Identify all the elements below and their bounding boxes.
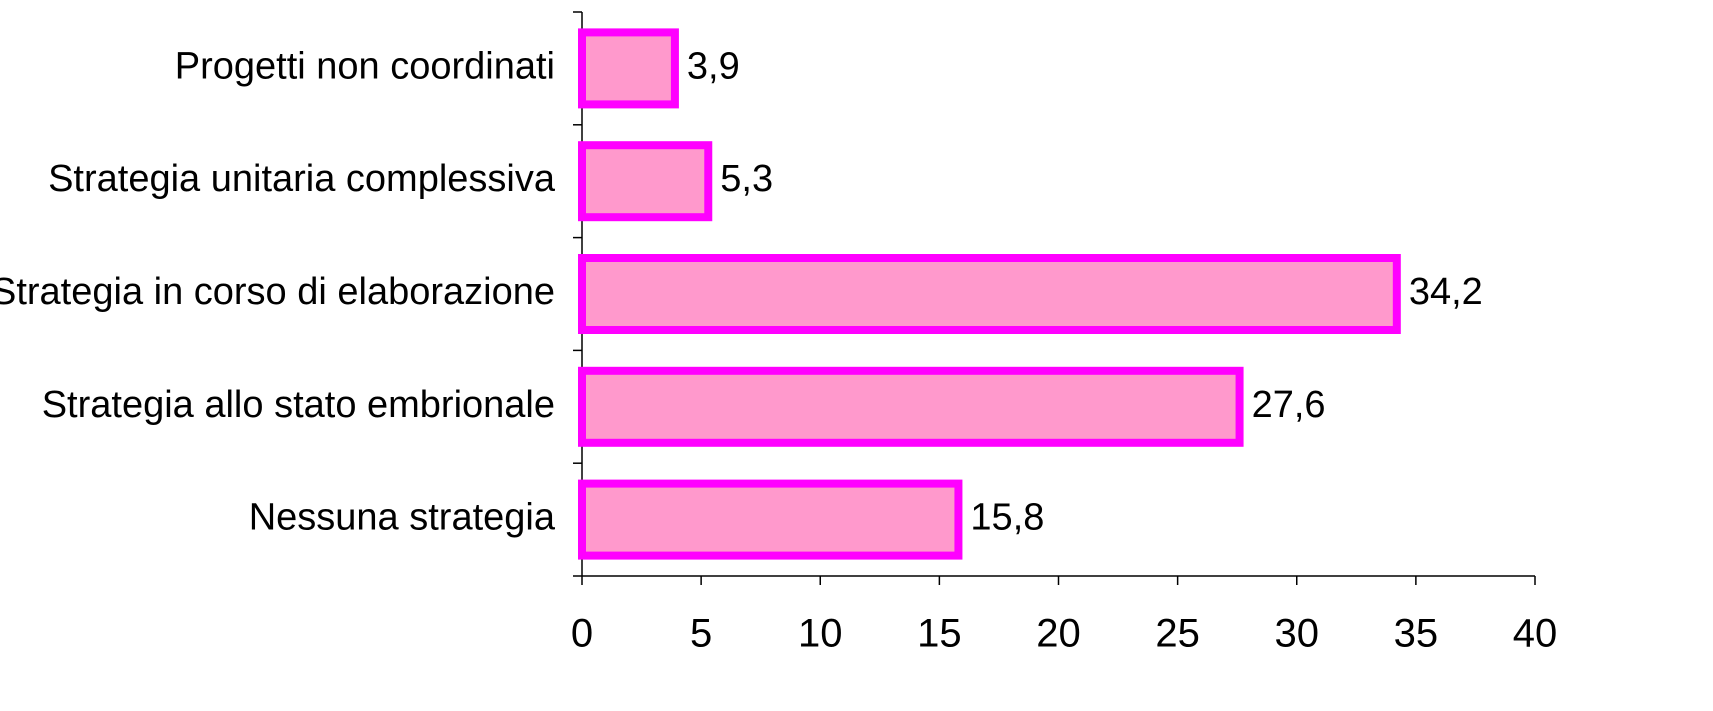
x-tick-label: 10 <box>798 612 843 656</box>
category-label: Strategia unitaria complessiva <box>48 158 556 200</box>
x-tick-label: 5 <box>690 612 712 656</box>
category-label: Nessuna strategia <box>249 497 556 539</box>
x-tick-label: 20 <box>1036 612 1081 656</box>
bar <box>578 28 679 109</box>
x-tick-label: 0 <box>571 612 593 656</box>
category-label: Progetti non coordinati <box>175 45 555 87</box>
x-tick-label: 25 <box>1155 612 1200 656</box>
x-tick-label: 30 <box>1275 612 1320 656</box>
value-label: 34,2 <box>1409 271 1483 313</box>
x-tick-label: 35 <box>1394 612 1439 656</box>
value-label: 15,8 <box>970 497 1044 539</box>
value-label: 27,6 <box>1252 384 1326 426</box>
bar <box>578 141 713 222</box>
category-label: Strategia allo stato embrionale <box>42 384 555 426</box>
category-label: Strategia in corso di elaborazione <box>0 271 555 313</box>
value-label: 5,3 <box>720 158 773 200</box>
bar <box>578 479 963 560</box>
bar <box>578 254 1401 334</box>
x-tick-label: 40 <box>1513 612 1558 656</box>
x-tick-label: 15 <box>917 612 962 656</box>
bar <box>578 366 1244 447</box>
value-label: 3,9 <box>687 45 740 87</box>
